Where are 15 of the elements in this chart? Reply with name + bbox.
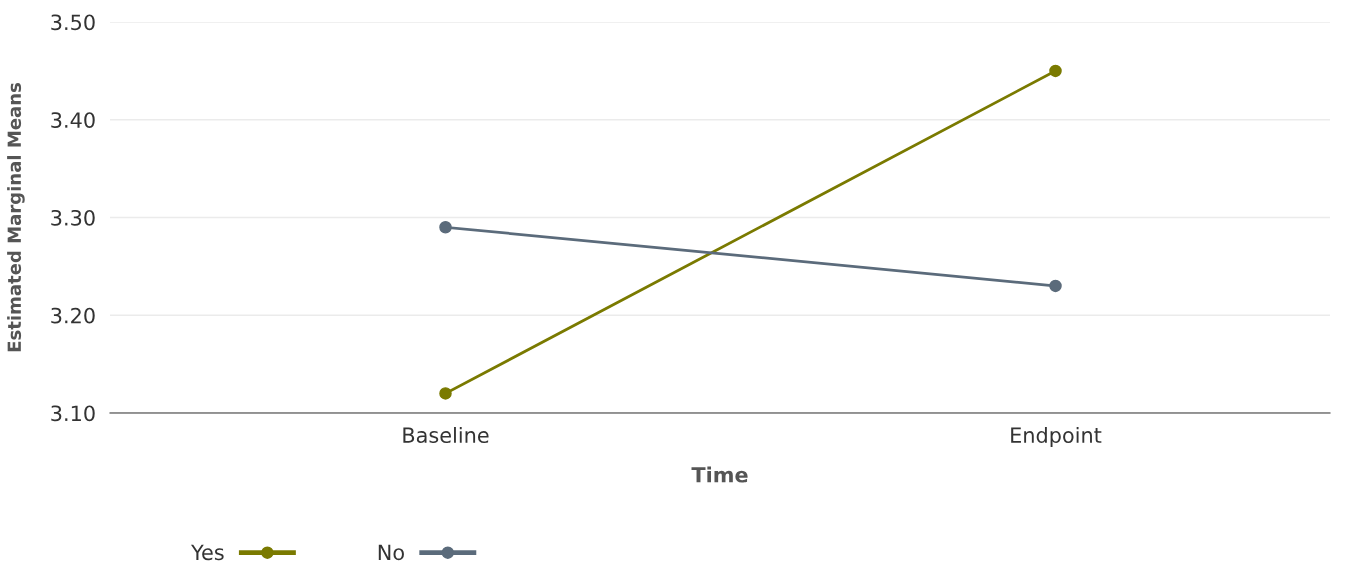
y-axis-title: Estimated Marginal Means [7,83,25,352]
y-tick-label: 3.40 [51,112,95,128]
y-tick-label: 3.10 [51,405,95,422]
legend-label: Yes [191,544,224,561]
point [1049,64,1062,78]
x-tick-label: Endpoint [1011,426,1102,448]
point [439,387,452,400]
x-axis-title: Time [691,466,748,483]
y-tick-label: 3.20 [51,307,95,324]
y-tick-label: 3.50 [51,14,95,31]
x-tick-label: Baseline [403,426,489,444]
legend-label: No [378,544,404,561]
point [439,221,452,234]
y-tick-label: 3.30 [51,209,95,226]
point [1049,279,1062,293]
